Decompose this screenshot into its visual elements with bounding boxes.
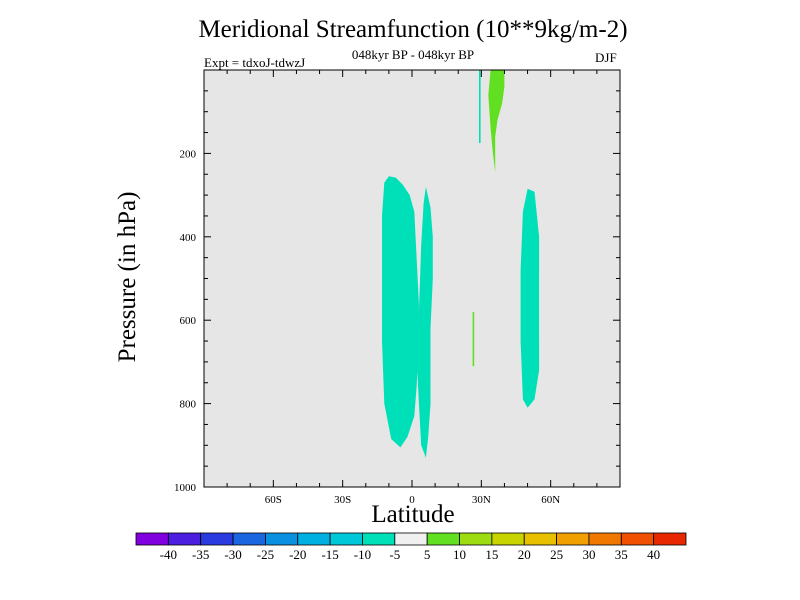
chart-subtitle: 048kyr BP - 048kyr BP: [351, 47, 475, 62]
colorbar-box-0: [135, 532, 169, 546]
colorbar-label: -30: [224, 547, 241, 562]
colorbar-label: -10: [354, 547, 371, 562]
colorbar-box-1: [167, 532, 202, 546]
x-axis-label: Latitude: [371, 501, 455, 528]
colorbar-label: -35: [192, 547, 209, 562]
colorbar-label: 5: [424, 547, 431, 562]
colorbar-box-8: [394, 532, 428, 546]
colorbar-label: -25: [257, 547, 274, 562]
contour-region-2: [520, 188, 540, 408]
contour-region-1: [416, 186, 433, 458]
colorbar: -40 -35 -30 -25 -20 -15 -10 -5 5 10 15 20 25 30 35 40: [135, 532, 687, 562]
y-tick-label: 1000: [174, 482, 197, 494]
colorbar-label: 40: [647, 547, 660, 562]
contour-regions: [382, 70, 540, 458]
y-tick-label: 800: [180, 399, 197, 411]
colorbar-label: 35: [615, 547, 628, 562]
x-tick-label: 30S: [334, 494, 351, 506]
colorbar-box-10: [459, 532, 493, 546]
x-tick-label: 0: [409, 494, 415, 506]
contour-region-0: [382, 176, 419, 448]
colorbar-label: 20: [518, 547, 531, 562]
y-tick-label: 600: [180, 315, 197, 327]
chart-title: Meridional Streamfunction (10**9kg/m-2): [198, 16, 628, 43]
colorbar-box-7: [362, 532, 396, 546]
colorbar-box-4: [265, 532, 299, 546]
colorbar-label: 15: [485, 547, 498, 562]
colorbar-label: 25: [550, 547, 563, 562]
experiment-label: Expt = tdxoJ-tdwzJ: [204, 55, 306, 70]
season-label: DJF: [595, 50, 617, 65]
colorbar-box-14: [588, 532, 622, 546]
colorbar-label: 10: [453, 547, 466, 562]
colorbar-box-6: [329, 532, 363, 546]
y-tick-label: 400: [180, 232, 197, 244]
colorbar-box-9: [426, 532, 460, 546]
colorbar-label: 30: [582, 547, 595, 562]
colorbar-box-11: [491, 532, 525, 546]
x-tick-label: 60N: [541, 494, 560, 506]
x-tick-label: 60S: [265, 494, 282, 506]
colorbar-box-2: [200, 532, 234, 546]
contour-region-5: [472, 311, 475, 367]
colorbar-label: -20: [289, 547, 306, 562]
colorbar-label: -15: [321, 547, 338, 562]
colorbar-label: -40: [160, 547, 177, 562]
colorbar-box-12: [523, 532, 557, 546]
x-tick-label: 30N: [472, 494, 491, 506]
contour-region-3: [488, 70, 505, 173]
colorbar-box-16: [653, 532, 687, 546]
y-tick-label: 200: [180, 148, 197, 160]
colorbar-box-15: [620, 532, 655, 546]
colorbar-box-13: [556, 532, 590, 546]
plot-axes: 60S 30S 0 30N 60N 200 400 600 800 1000: [174, 69, 621, 506]
contour-region-4: [479, 70, 481, 143]
colorbar-label: -5: [389, 547, 400, 562]
colorbar-box-5: [297, 532, 331, 546]
colorbar-box-3: [232, 532, 266, 546]
